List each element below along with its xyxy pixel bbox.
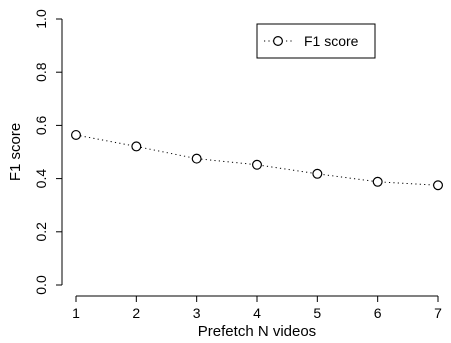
data-point [312,168,323,179]
data-point [191,153,202,164]
x-tick-label: 1 [72,305,80,321]
x-tick-label: 2 [132,305,140,321]
data-point [131,141,142,152]
series-layer [70,129,444,191]
x-axis-title: Prefetch N videos [198,323,316,340]
y-axis-title: F1 score [7,123,24,181]
y-tick-label: 0.0 [33,275,49,295]
legend-marker-sample [273,35,284,46]
data-point [433,180,444,191]
legend-layer: F1 score [256,23,376,59]
y-tick-label: 0.8 [33,62,49,82]
x-tick-label: 7 [434,305,442,321]
data-point [70,129,81,140]
y-tick-label: 0.4 [33,169,49,189]
axes-layer: 1 2 3 4 5 6 7 0.0 0.2 0.4 0.6 0.8 1.0 Prefetch N vide… [7,9,442,340]
y-tick-label: 0.6 [33,115,49,135]
y-tick-label: 1.0 [33,9,49,29]
x-tick-label: 3 [193,305,201,321]
x-tick-label: 4 [253,305,261,321]
x-tick-label: 6 [374,305,382,321]
data-point [372,176,383,187]
y-tick-label: 0.2 [33,222,49,242]
legend-label: F1 score [304,33,359,49]
data-point [252,159,263,170]
x-tick-label: 5 [313,305,321,321]
